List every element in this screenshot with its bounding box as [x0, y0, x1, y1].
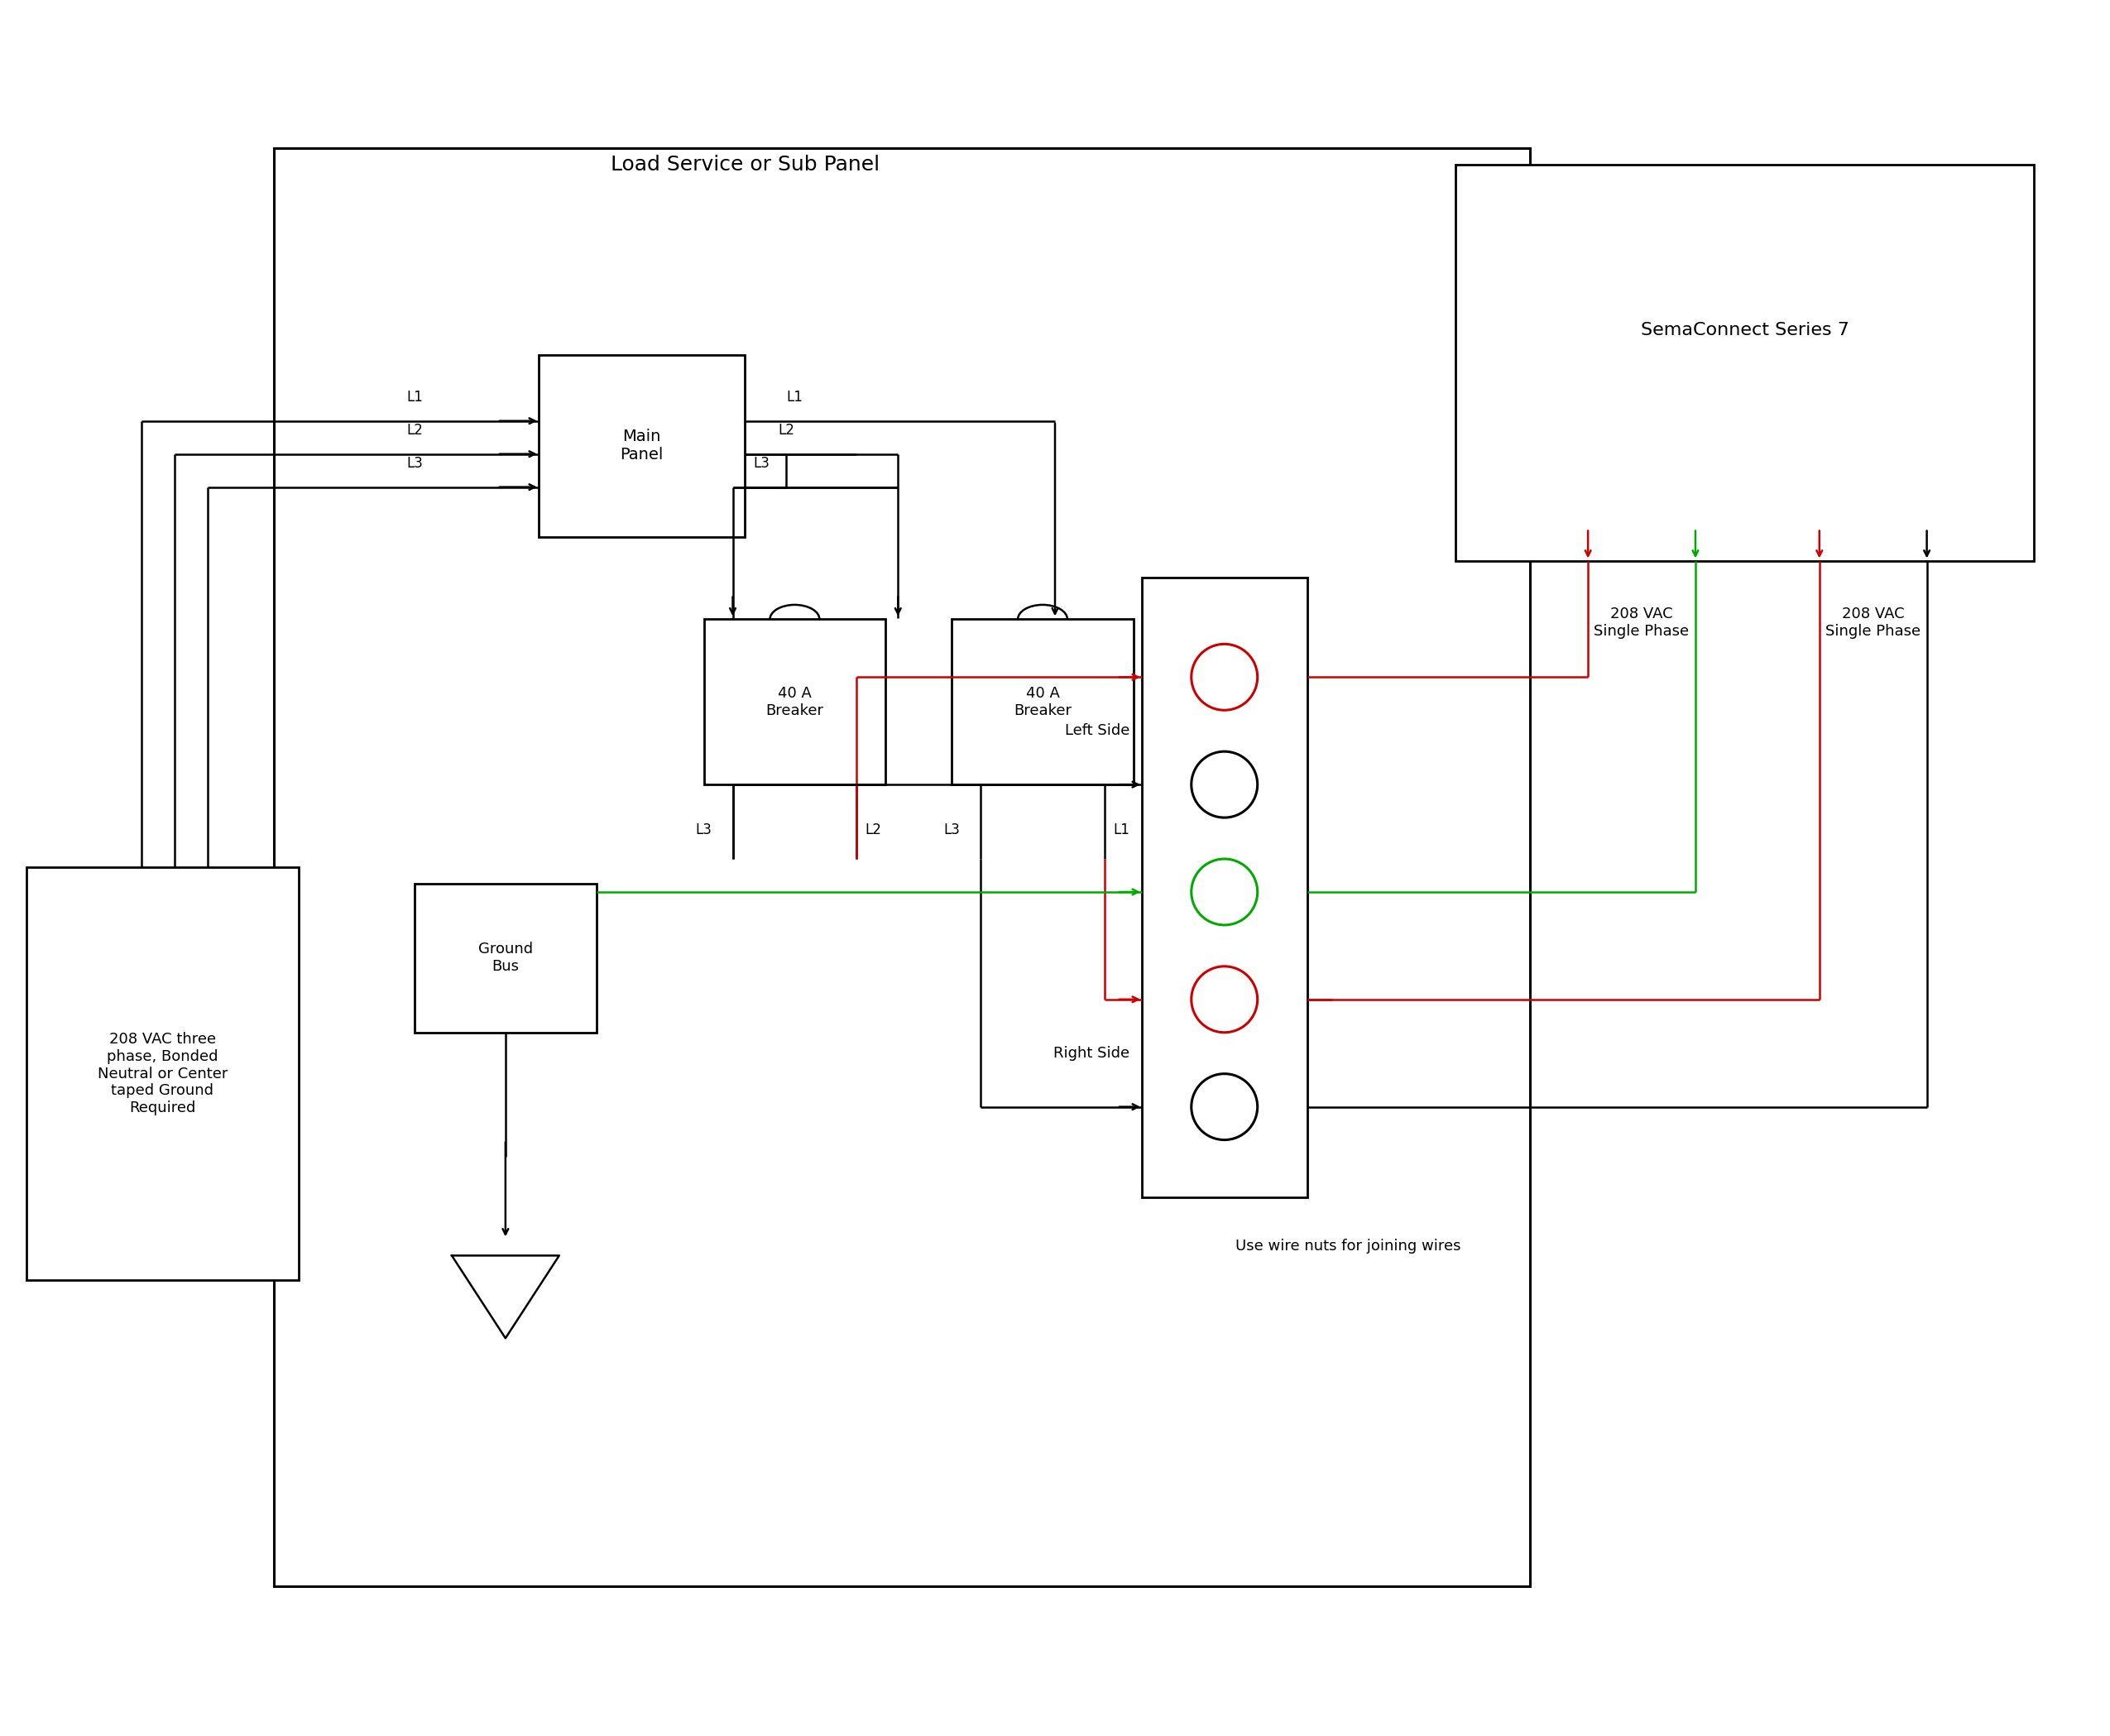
Bar — [705, 620, 886, 785]
Text: 208 VAC
Single Phase: 208 VAC Single Phase — [1825, 608, 1920, 639]
Text: SemaConnect Series 7: SemaConnect Series 7 — [1642, 321, 1848, 339]
Bar — [25, 868, 300, 1281]
Bar — [1142, 578, 1306, 1198]
Text: 40 A
Breaker: 40 A Breaker — [766, 686, 823, 719]
Bar — [414, 884, 597, 1033]
Text: 208 VAC
Single Phase: 208 VAC Single Phase — [1593, 608, 1690, 639]
Text: L2: L2 — [407, 422, 422, 437]
Circle shape — [1192, 967, 1258, 1033]
Text: Main
Panel: Main Panel — [620, 429, 663, 464]
Bar — [1456, 165, 2034, 561]
Text: 208 VAC three
phase, Bonded
Neutral or Center
taped Ground
Required: 208 VAC three phase, Bonded Neutral or C… — [97, 1031, 228, 1116]
Bar — [274, 148, 1530, 1587]
Text: L1: L1 — [407, 389, 422, 404]
Circle shape — [1192, 644, 1258, 710]
Text: 40 A
Breaker: 40 A Breaker — [1013, 686, 1072, 719]
Text: L1: L1 — [787, 389, 804, 404]
Text: L3: L3 — [407, 455, 422, 470]
Bar — [952, 620, 1133, 785]
Text: L2: L2 — [779, 422, 795, 437]
Circle shape — [1192, 859, 1258, 925]
Circle shape — [1192, 1075, 1258, 1141]
Text: Load Service or Sub Panel: Load Service or Sub Panel — [610, 155, 880, 175]
Circle shape — [1192, 752, 1258, 818]
Text: L3: L3 — [943, 823, 960, 837]
Text: Use wire nuts for joining wires: Use wire nuts for joining wires — [1236, 1240, 1460, 1253]
Bar — [538, 354, 745, 536]
Text: L3: L3 — [696, 823, 711, 837]
Text: L3: L3 — [753, 455, 770, 470]
Text: Right Side: Right Side — [1053, 1045, 1129, 1061]
Text: Ground
Bus: Ground Bus — [479, 943, 534, 974]
Text: L2: L2 — [865, 823, 882, 837]
Text: Left Side: Left Side — [1066, 724, 1129, 738]
Text: L1: L1 — [1112, 823, 1129, 837]
